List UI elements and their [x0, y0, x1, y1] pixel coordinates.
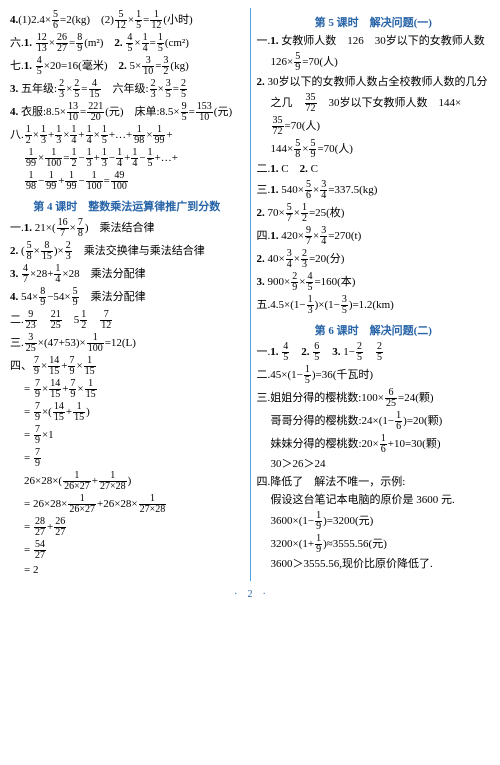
math-line: 4.(1)2.4×56=2(kg) (2)512×15=112(小时) [10, 10, 244, 31]
text-line: 一.1. 女教师人数 126 30岁以下的女教师人数 [257, 34, 491, 50]
math-line: 三.1. 540×56×34=337.5(kg) [257, 180, 491, 201]
math-line: 2. 70×57×12=25(枚) [257, 203, 491, 224]
math-line: = 79×(1415+115) [10, 402, 244, 423]
math-line: 198−199+199−1100=49100 [10, 171, 244, 192]
math-line: = 2827+2627 [10, 517, 244, 538]
right-column: 第 5 课时 解决问题(一) 一.1. 女教师人数 126 30岁以下的女教师人… [257, 8, 491, 581]
text-line: 二.1. C 2. C [257, 162, 491, 178]
math-line: 六.1. 1213×2627=89(m²) 2. 45×14=15(cm²) [10, 33, 244, 54]
math-line: 二.45×(1−15)=36(千瓦时) [257, 365, 491, 386]
page-number: · 2 · [10, 585, 490, 600]
math-line: 3572=70(人) [257, 116, 491, 137]
math-line: 妹妹分得的樱桃数:20×16+10=30(颗) [257, 434, 491, 455]
left-column: 4.(1)2.4×56=2(kg) (2)512×15=112(小时) 六.1.… [10, 8, 244, 581]
math-line: 五.4.5×(1−13)×(1−35)=1.2(km) [257, 295, 491, 316]
math-line: 八.12×13+13×14+14×15+…+198×199+ [10, 125, 244, 146]
math-line: = 79×1415+79×115 [10, 379, 244, 400]
math-line: 三.325×(47+53)×1100=12(L) [10, 333, 244, 354]
math-line: 144×58×59=70(人) [257, 139, 491, 160]
math-line: 一.1. 45 2. 65 3. 1−25 25 [257, 342, 491, 363]
math-line: 七.1. 45×20=16(毫米) 2. 5×310=32(kg) [10, 56, 244, 77]
math-line: 四.1. 420×97×34=270(t) [257, 226, 491, 247]
math-line: 3. 五年级:23×25=415 六年级:23×35=25 [10, 79, 244, 100]
math-line: 4. 衣服:8.5×1310=22120(元) 床单:8.5×95=15310(… [10, 102, 244, 123]
math-line: 3200×(1+19)≈3555.56(元) [257, 534, 491, 555]
math-line: 之几 3572 30岁以下女教师人数 144× [257, 93, 491, 114]
math-line: 2. (58×815)×23 乘法交换律与乘法结合律 [10, 241, 244, 262]
lesson-4-heading: 第 4 课时 整数乘法运算律推广到分数 [10, 198, 244, 214]
math-line: = 79×1 [10, 425, 244, 446]
text-line: 2. 30岁以下的女教师人数占全校教师人数的几分 [257, 75, 491, 91]
math-line: 4. 54×89−54×59 乘法分配律 [10, 287, 244, 308]
text-line: 四.降低了 解法不唯一，示例: [257, 475, 491, 491]
math-line: 三.姐姐分得的樱桃数:100×625=24(颗) [257, 388, 491, 409]
lesson-6-heading: 第 6 课时 解决问题(二) [257, 322, 491, 338]
text-line: 3600＞3555.56,现价比原价降低了. [257, 557, 491, 573]
math-line: 26×28×(126×27+127×28) [10, 471, 244, 492]
math-line: 2. 40×34×23=20(分) [257, 249, 491, 270]
lesson-5-heading: 第 5 课时 解决问题(一) [257, 14, 491, 30]
page-columns: 4.(1)2.4×56=2(kg) (2)512×15=112(小时) 六.1.… [10, 8, 490, 581]
math-line: 一.1. 21×(167×78) 乘法结合律 [10, 218, 244, 239]
math-line: 二.923 2125 512 712 [10, 310, 244, 331]
math-line: 3. 47×28+14×28 乘法分配律 [10, 264, 244, 285]
math-line: = 2 [10, 563, 244, 579]
math-line: 四、79×1415+79×115 [10, 356, 244, 377]
math-line: 199×1100=12−13+13−14+14−15+…+ [10, 148, 244, 169]
text-line: 假设这台笔记本电脑的原价是 3600 元. [257, 493, 491, 509]
text-line: 30＞26＞24 [257, 457, 491, 473]
math-line: 3600×(1−19)=3200(元) [257, 511, 491, 532]
math-line: 哥哥分得的樱桃数:24×(1−16)=20(颗) [257, 411, 491, 432]
math-line: 126×59=70(人) [257, 52, 491, 73]
math-line: = 26×28×126×27+26×28×127×28 [10, 494, 244, 515]
column-divider [250, 8, 251, 581]
math-line: = 5427 [10, 540, 244, 561]
math-line: 3. 900×29×45=160(本) [257, 272, 491, 293]
math-line: = 79 [10, 448, 244, 469]
